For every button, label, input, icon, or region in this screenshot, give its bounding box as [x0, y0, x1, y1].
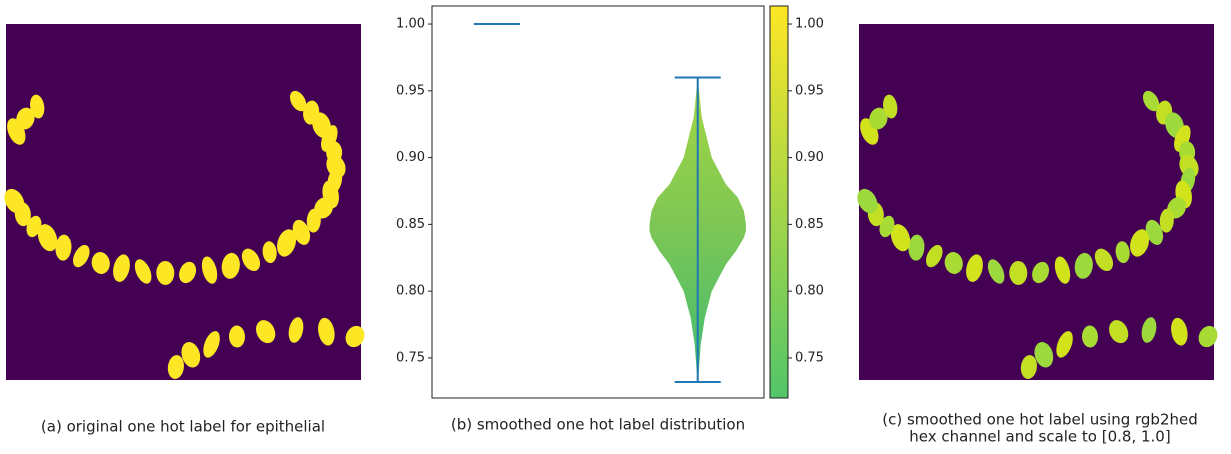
- caption: (a) original one hot label for epithelia…: [41, 418, 325, 436]
- y-tick-label: 0.85: [396, 217, 425, 232]
- caption: (b) smoothed one hot label distribution: [451, 416, 745, 434]
- colorbar: [770, 6, 788, 398]
- image-original: [0, 24, 368, 380]
- figure: (a) original one hot label for epithelia…: [0, 0, 1231, 454]
- colorbar-tick-label: 0.80: [795, 284, 824, 299]
- caption: hex channel and scale to [0.8, 1.0]: [909, 428, 1170, 446]
- colorbar-tick-label: 0.75: [795, 350, 824, 365]
- colorbar-tick-label: 1.00: [795, 17, 824, 32]
- caption: (c) smoothed one hot label using rgb2hed: [882, 411, 1198, 429]
- colorbar-tick-label: 0.90: [795, 150, 824, 165]
- colorbar-tick-label: 0.85: [795, 217, 824, 232]
- colorbar-tick-label: 0.95: [795, 83, 824, 98]
- y-tick-label: 0.90: [396, 150, 425, 165]
- y-tick-label: 0.75: [396, 350, 425, 365]
- y-tick-label: 1.00: [396, 17, 425, 32]
- y-tick-label: 0.95: [396, 83, 425, 98]
- y-tick-label: 0.80: [396, 284, 425, 299]
- image-smoothed: [853, 24, 1221, 380]
